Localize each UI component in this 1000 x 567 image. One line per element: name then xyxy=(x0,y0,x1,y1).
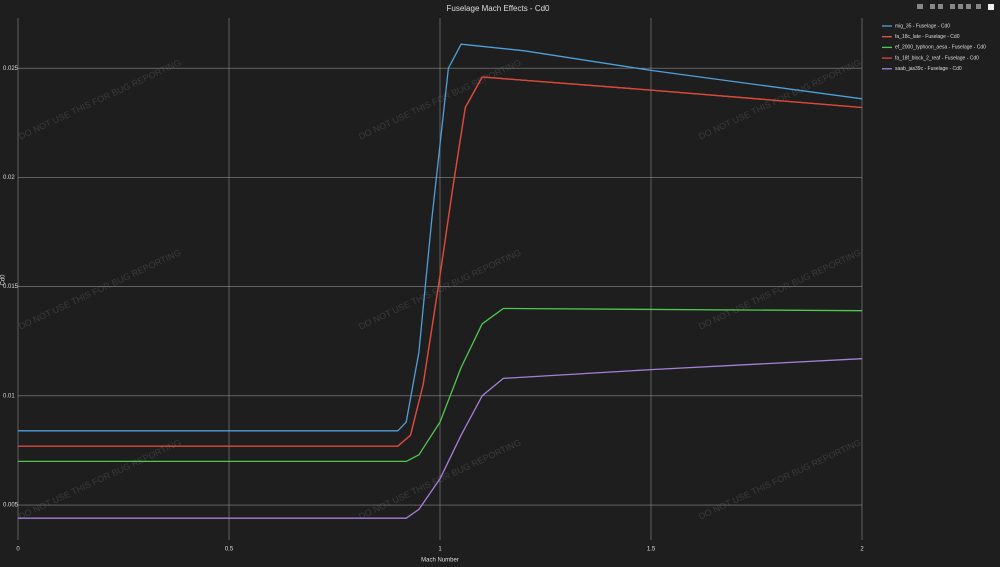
x-tick-label: 1 xyxy=(438,547,442,553)
modebar-button[interactable] xyxy=(917,4,923,9)
modebar[interactable] xyxy=(917,4,994,10)
legend-label: fa_18f_block_2_reaf - Fuselage - Cd0 xyxy=(895,55,979,61)
y-tick-label: 0.005 xyxy=(3,503,19,509)
x-tick-label: 0 xyxy=(16,547,20,553)
modebar-button[interactable] xyxy=(938,4,943,9)
series-line xyxy=(18,307,863,463)
legend-label: fa_18c_late - Fuselage - Cd0 xyxy=(895,34,960,40)
series-line xyxy=(18,76,863,447)
x-tick-label: 2 xyxy=(860,547,864,553)
modebar-button[interactable] xyxy=(930,4,935,9)
legend-label: saab_jas39c - Fuselage - Cd0 xyxy=(895,66,962,72)
modebar-button[interactable] xyxy=(966,4,971,9)
legend-label: ef_2000_typhoon_aesa - Fuselage - Cd0 xyxy=(895,45,986,51)
y-tick-label: 0.01 xyxy=(3,393,15,399)
y-tick-label: 0.02 xyxy=(3,175,15,181)
modebar-button[interactable] xyxy=(988,4,994,10)
series-line xyxy=(18,358,863,519)
series-line xyxy=(18,43,863,432)
y-axis-title: Cd0 xyxy=(1,274,7,286)
modebar-button[interactable] xyxy=(958,4,963,9)
modebar-button[interactable] xyxy=(976,4,981,9)
modebar-button[interactable] xyxy=(950,4,955,9)
x-axis-title: Mach Number xyxy=(421,558,459,564)
y-tick-label: 0.015 xyxy=(3,284,19,290)
x-tick-label: 0.5 xyxy=(225,547,234,553)
x-tick-label: 1.5 xyxy=(647,547,656,553)
y-tick-label: 0.025 xyxy=(3,66,19,72)
legend-label: mig_35 - Fuselage - Cd0 xyxy=(895,23,950,29)
chart-title: Fuselage Mach Effects - Cd0 xyxy=(446,4,550,13)
